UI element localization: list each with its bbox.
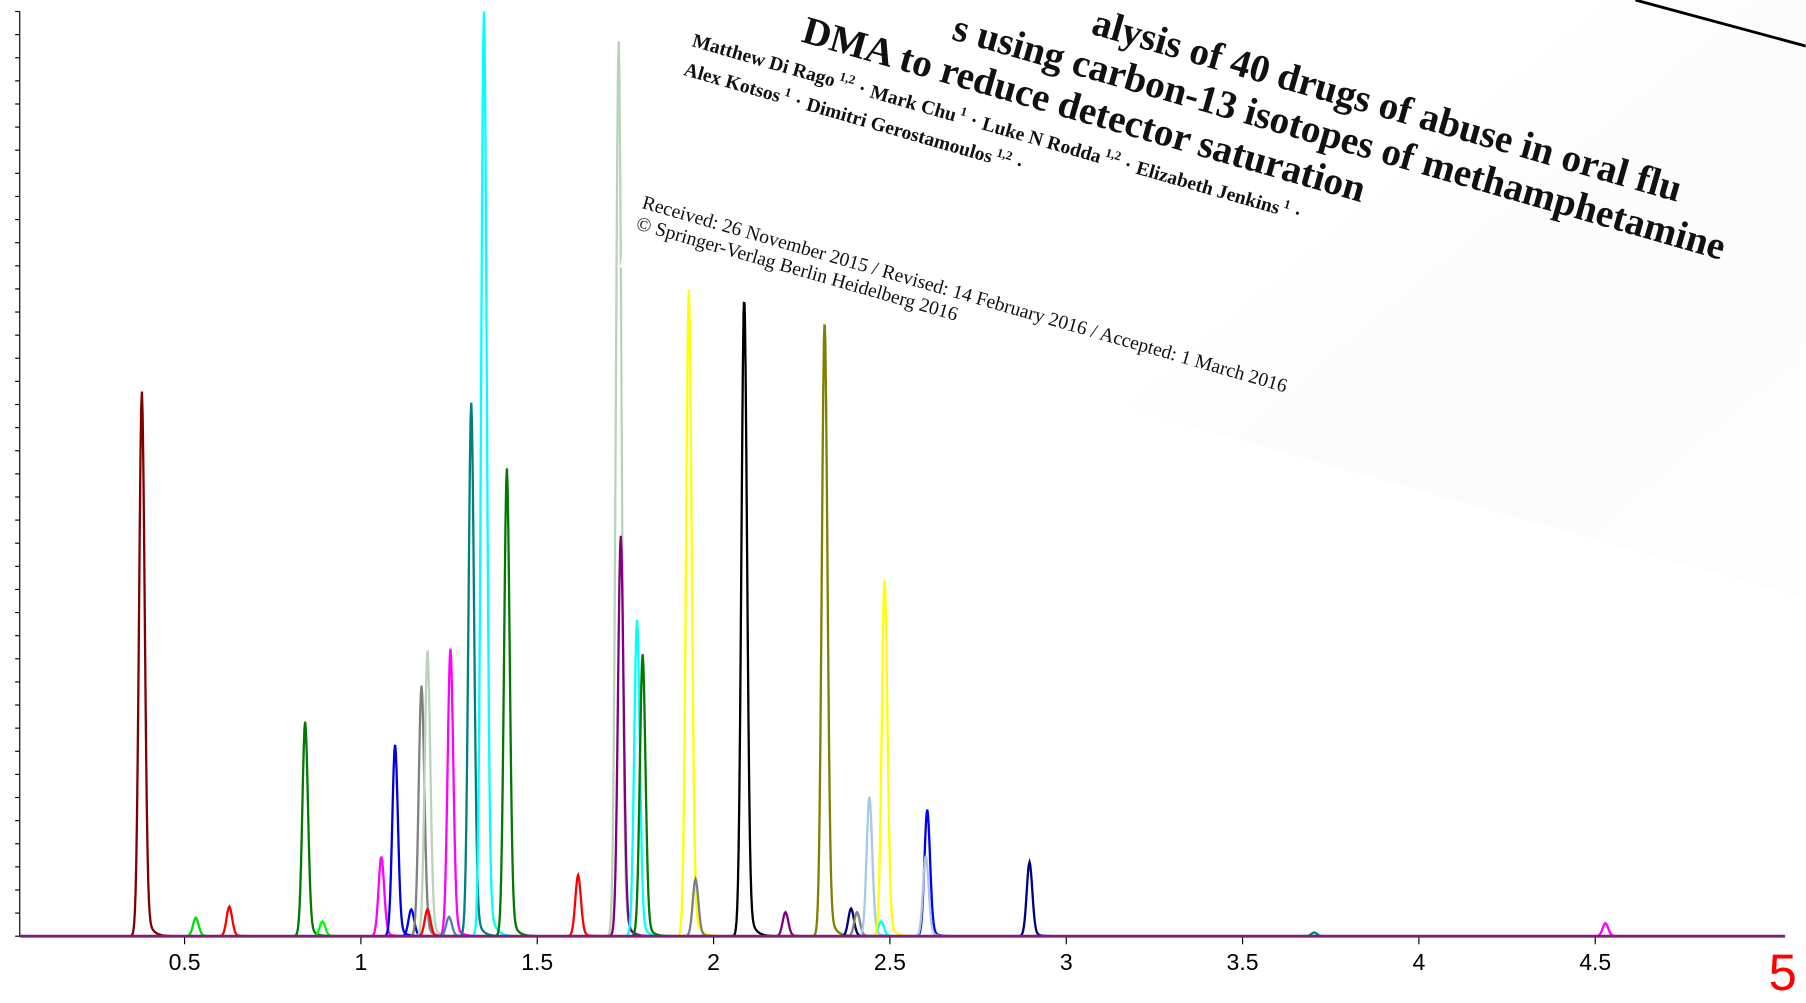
peak: [730, 294, 773, 938]
plot-area: 0.5 1 1.5 2 2.5 3 3.5 4 4.5: [15, 10, 1786, 975]
peak: [771, 910, 814, 938]
author-affiliation: 1: [783, 85, 793, 100]
x-tick-label: 4: [1412, 949, 1425, 975]
author-affiliation: 1: [1282, 197, 1292, 212]
x-tick-label: 0.5: [169, 949, 201, 975]
author-affiliation: 1,2: [1104, 146, 1123, 164]
peak: [1015, 857, 1058, 938]
peak: [1591, 921, 1634, 938]
x-tick-label: 2: [707, 949, 720, 975]
peak: [564, 871, 607, 938]
paper-sheet: [619, 0, 1806, 599]
peak: [810, 319, 853, 938]
peak: [181, 916, 225, 938]
peak: [681, 875, 724, 938]
peak: [127, 391, 171, 938]
x-tick-label: 2.5: [874, 949, 906, 975]
peak: [215, 904, 258, 938]
author-affiliation: 1,2: [838, 69, 857, 87]
x-tick-label: 3.5: [1227, 949, 1259, 975]
peak: [308, 919, 351, 938]
peak: [913, 809, 956, 938]
page-number: 5: [1769, 944, 1797, 1001]
peak: [291, 721, 334, 938]
x-tick-label: 1.5: [521, 949, 553, 975]
author-affiliation: 1,2: [995, 146, 1014, 164]
author-affiliation: 1: [959, 104, 969, 119]
x-tick-label: 3: [1060, 949, 1073, 975]
peak: [674, 289, 718, 938]
peak: [866, 919, 910, 938]
peak: [870, 579, 913, 938]
paper-overlay: alysis of 40 drugs of abuse in oral flus…: [619, 0, 1806, 599]
peak: [492, 468, 536, 938]
x-tick-label: 1: [355, 949, 368, 975]
peak: [436, 648, 479, 938]
x-tick-label: 4.5: [1579, 949, 1611, 975]
paper-rule: [1635, 0, 1806, 48]
